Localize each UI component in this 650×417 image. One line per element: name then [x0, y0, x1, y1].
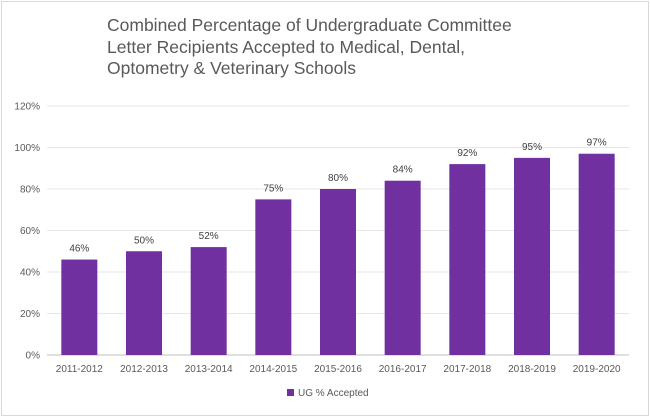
bar	[320, 189, 356, 355]
chart-title: Combined Percentage of Undergraduate Com…	[107, 15, 512, 78]
bar	[61, 259, 98, 355]
y-tick-label: 80%	[20, 185, 40, 196]
legend-label: UG % Accepted	[298, 388, 369, 399]
data-label: 80%	[328, 173, 348, 184]
x-tick-label: 2019-2020	[573, 364, 621, 375]
x-tick-label: 2011-2012	[56, 364, 104, 375]
y-tick-label: 40%	[20, 268, 40, 279]
y-tick-label: 120%	[14, 102, 40, 113]
bar	[578, 153, 615, 355]
bar	[190, 247, 227, 355]
bars	[61, 153, 615, 355]
data-label: 95%	[522, 142, 542, 153]
x-tick-label: 2018-2019	[508, 364, 556, 375]
x-tick-label: 2016-2017	[379, 364, 427, 375]
y-tick-label: 0%	[26, 351, 41, 362]
data-labels: 46% 50% 52% 75% 80% 84% 92% 95% 97%	[69, 138, 606, 255]
data-label: 97%	[587, 138, 607, 149]
bar	[514, 157, 550, 355]
y-axis-ticks: 0% 20% 40% 60% 80% 100% 120%	[14, 102, 40, 362]
legend: UG % Accepted	[287, 388, 369, 399]
data-label: 84%	[393, 165, 413, 176]
bar	[384, 180, 421, 355]
bar	[449, 164, 486, 355]
legend-swatch	[287, 389, 294, 396]
data-label: 52%	[199, 231, 219, 242]
x-tick-label: 2015-2016	[314, 364, 362, 375]
data-label: 75%	[263, 183, 283, 194]
x-tick-label: 2017-2018	[443, 364, 491, 375]
x-tick-label: 2013-2014	[185, 364, 233, 375]
x-tick-label: 2014-2015	[249, 364, 297, 375]
data-label: 50%	[134, 235, 154, 246]
bar	[255, 199, 292, 355]
y-tick-label: 100%	[14, 143, 40, 154]
y-tick-label: 20%	[20, 309, 40, 320]
x-tick-label: 2012-2013	[120, 364, 168, 375]
data-label: 46%	[69, 244, 89, 255]
x-axis-ticks: 2011-2012 2012-2013 2013-2014 2014-2015 2015…	[56, 364, 621, 375]
bar	[126, 251, 162, 355]
y-tick-label: 60%	[20, 226, 40, 237]
data-label: 92%	[457, 148, 477, 159]
